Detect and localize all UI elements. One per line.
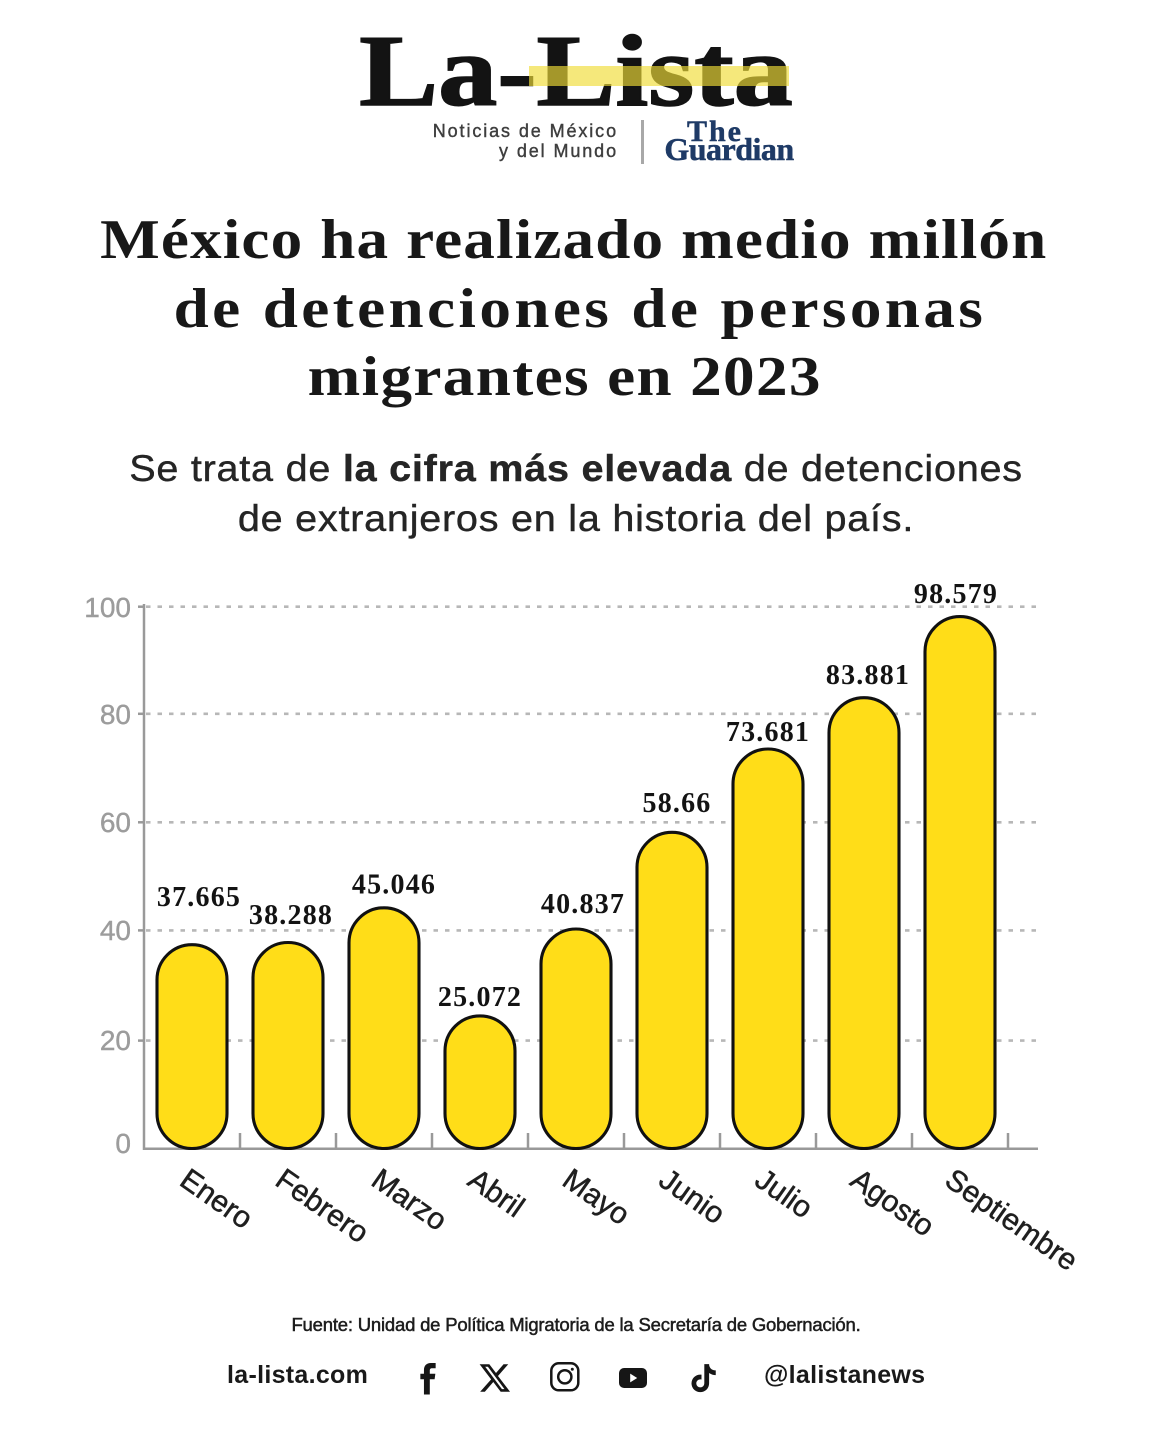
svg-text:Julio: Julio [749,1163,818,1225]
svg-text:Marzo: Marzo [365,1163,452,1238]
svg-text:60: 60 [100,807,131,838]
svg-text:45.046: 45.046 [352,870,436,901]
svg-text:Agosto: Agosto [844,1163,939,1244]
svg-text:38.288: 38.288 [249,900,333,931]
svg-text:Enero: Enero [174,1163,259,1236]
svg-text:0: 0 [115,1128,131,1159]
svg-text:Septiembre: Septiembre [939,1163,1084,1278]
svg-text:100: 100 [84,592,131,623]
svg-text:80: 80 [100,699,131,730]
svg-text:37.665: 37.665 [157,882,241,913]
svg-text:Febrero: Febrero [269,1163,374,1250]
svg-text:Junio: Junio [653,1163,731,1231]
svg-text:73.681: 73.681 [726,717,810,748]
svg-text:25.072: 25.072 [438,982,522,1013]
svg-text:40: 40 [100,915,131,946]
svg-text:58.66: 58.66 [643,788,712,819]
svg-text:20: 20 [100,1025,131,1056]
svg-text:40.837: 40.837 [541,889,625,920]
svg-text:Abril: Abril [462,1163,530,1224]
svg-text:Mayo: Mayo [556,1163,635,1232]
svg-text:83.881: 83.881 [826,660,910,691]
svg-text:98.579: 98.579 [914,579,998,610]
